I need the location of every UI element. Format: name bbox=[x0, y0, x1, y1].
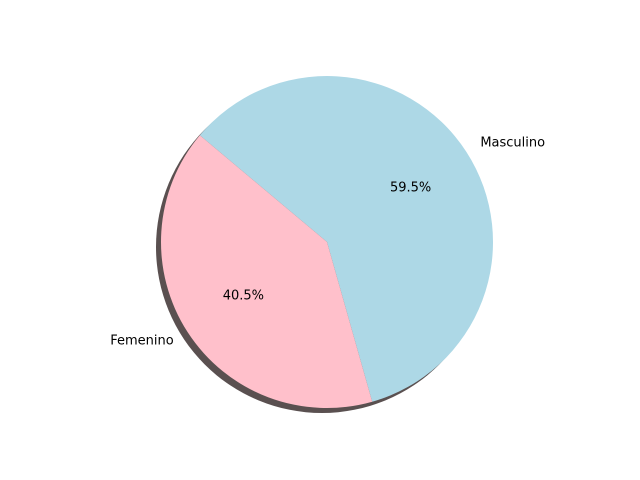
pct-label-masculino: 59.5% bbox=[390, 180, 431, 195]
slice-label-masculino: Masculino bbox=[480, 135, 545, 150]
pct-label-femenino: 40.5% bbox=[223, 289, 264, 304]
pie-slices bbox=[161, 75, 494, 408]
pie-labels: Masculino 59.5% Femenino 40.5% bbox=[110, 135, 545, 348]
pie-slice-femenino bbox=[161, 135, 373, 408]
pie-slice-masculino bbox=[199, 75, 494, 402]
slice-label-femenino: Femenino bbox=[110, 334, 174, 349]
